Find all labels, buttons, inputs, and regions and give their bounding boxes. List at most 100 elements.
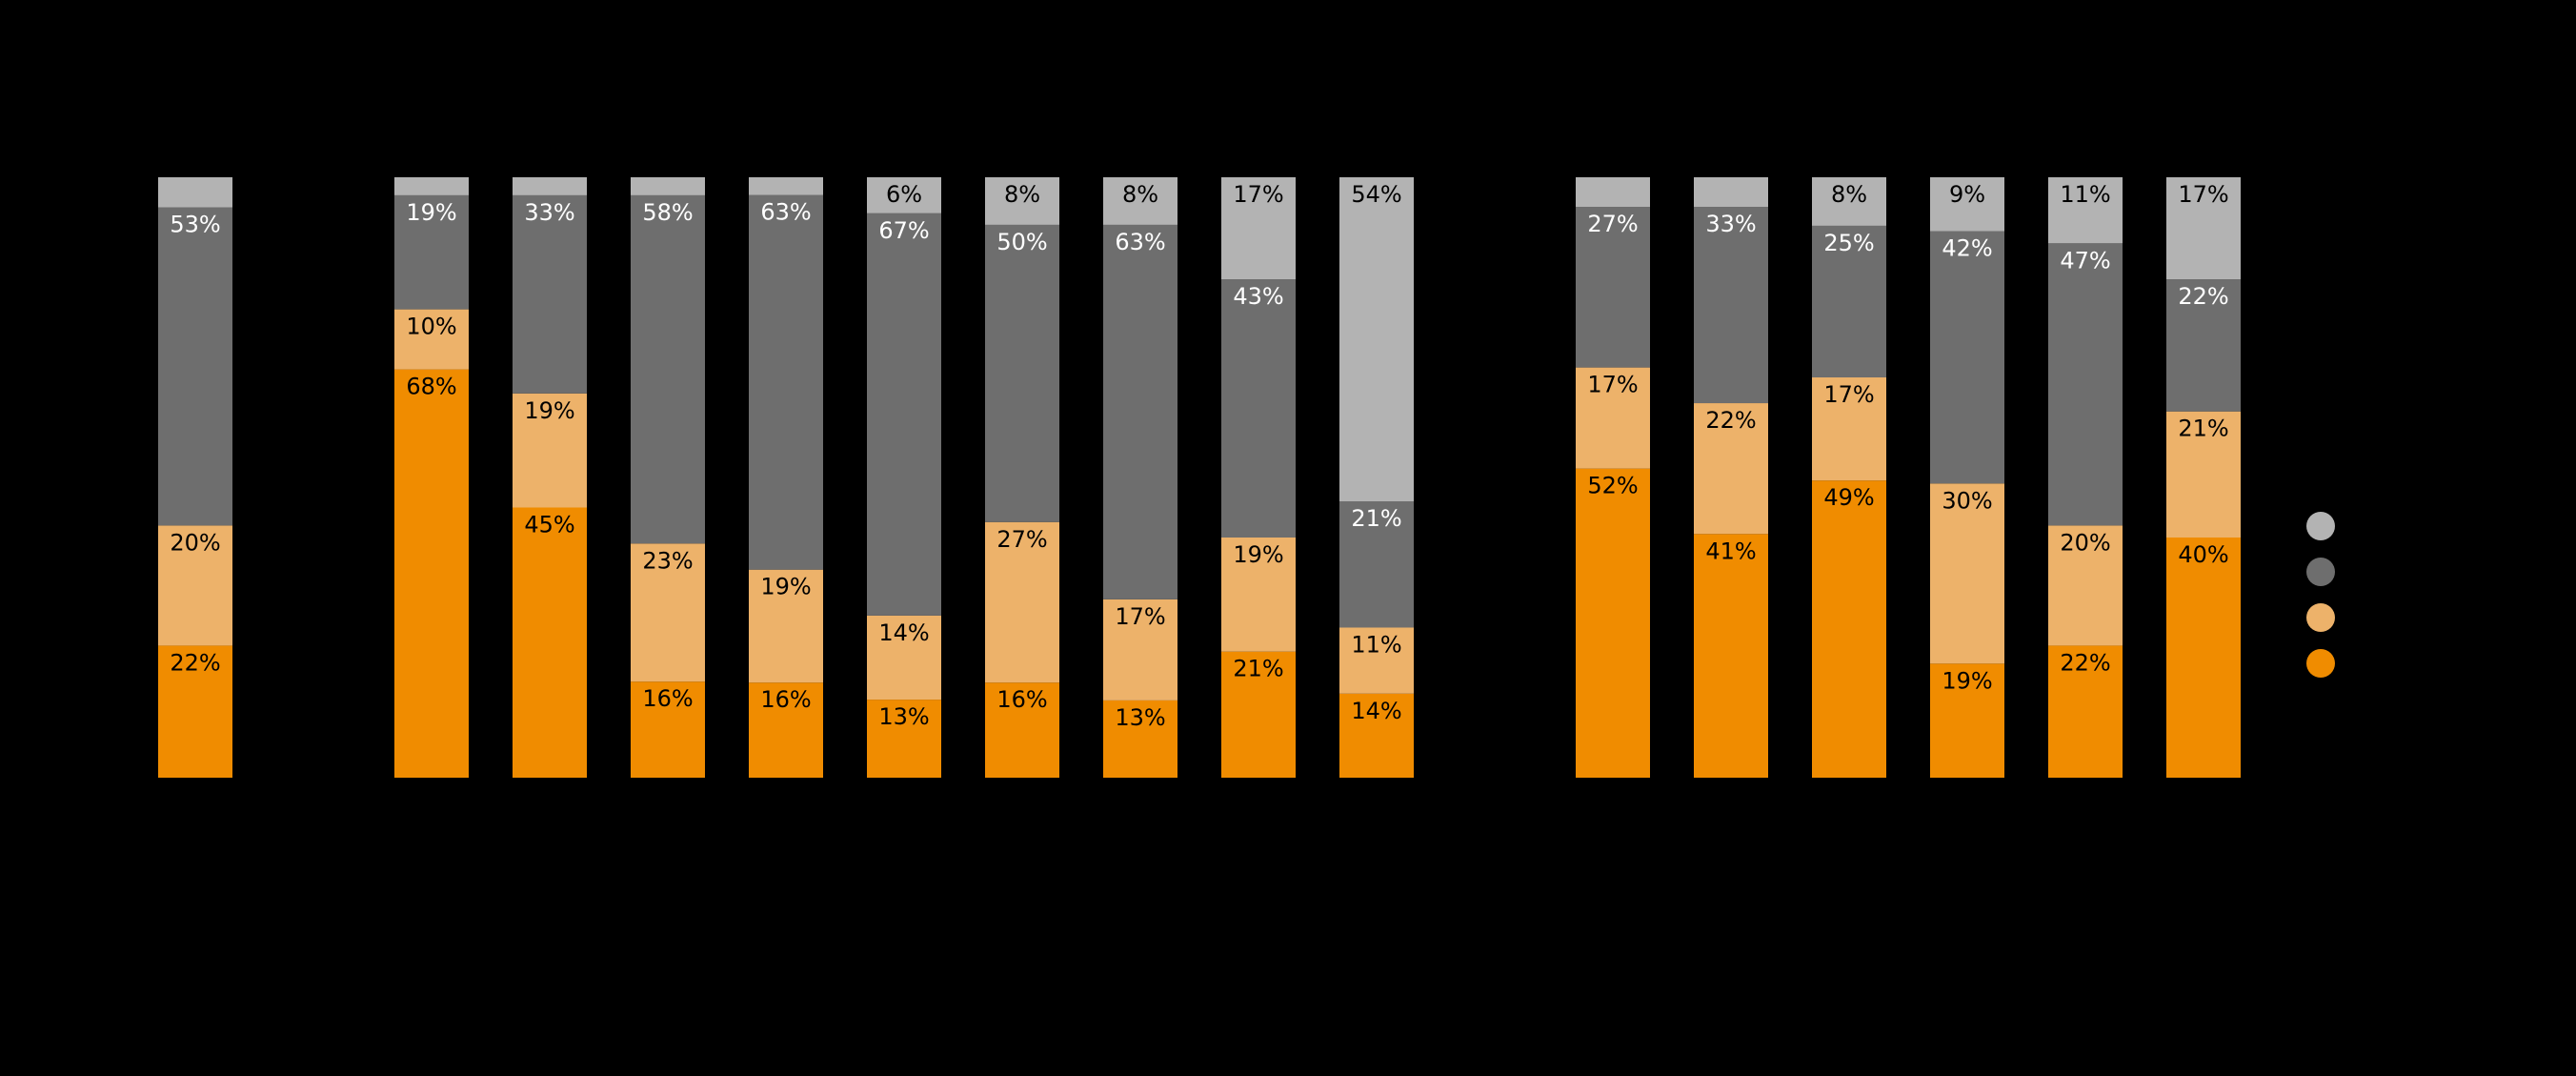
bar-11-series-a-label: 52% [1587, 473, 1638, 499]
bar-14-series-a-segment [1930, 663, 2004, 778]
bar-6-series-a-label: 13% [878, 703, 929, 730]
bar-15-series-d-label: 11% [2060, 181, 2110, 208]
bar-2-series-c-label: 19% [406, 199, 456, 226]
bar-1-series-a-segment [158, 645, 232, 778]
bar-4-series-c-label: 58% [642, 199, 693, 226]
bar-15-series-b-label: 20% [2060, 529, 2110, 556]
bar-3-series-b-label: 19% [524, 397, 574, 424]
bar-16-series-b-segment [2166, 411, 2241, 538]
bar-3-series-b-segment [513, 393, 587, 508]
bar-7-series-c-label: 50% [996, 229, 1047, 255]
legend-marker-series-c [2306, 558, 2335, 586]
bar-14-series-a-label: 19% [1942, 667, 1992, 694]
bar-9-series-a-label: 21% [1233, 656, 1283, 682]
bar-16-series-d-segment [2166, 177, 2241, 280]
bar-10-series-c-segment [1339, 501, 1414, 628]
bar-6-series-d-segment [867, 177, 941, 213]
bar-5-series-b-label: 19% [760, 574, 811, 600]
legend-marker-series-b [2306, 603, 2335, 632]
bar-16-series-b-label: 21% [2178, 416, 2228, 442]
bar-15-series-c-segment [2048, 243, 2123, 526]
bars-layer [158, 177, 2241, 778]
bar-2-series-b-label: 10% [406, 314, 456, 340]
bar-10-series-b-label: 11% [1351, 632, 1401, 659]
bar-8-series-a-label: 13% [1115, 704, 1165, 731]
legend [2306, 512, 2335, 678]
bar-7-series-d-segment [985, 177, 1059, 225]
bar-10-series-d-label: 54% [1351, 181, 1401, 208]
bar-4-series-b-label: 23% [642, 547, 693, 574]
bar-15-series-b-segment [2048, 525, 2123, 646]
bar-9-series-c-label: 43% [1233, 283, 1283, 310]
bar-9-series-d-segment [1221, 177, 1296, 280]
bar-11-series-a-segment [1576, 468, 1650, 778]
bar-2-series-a-label: 68% [406, 374, 456, 400]
bar-2-series-c-segment [394, 194, 469, 310]
bar-12-series-b-label: 22% [1705, 407, 1756, 434]
bar-11-series-c-label: 27% [1587, 211, 1638, 237]
bar-8-series-b-label: 17% [1115, 603, 1165, 630]
bar-7-series-a-segment [985, 682, 1059, 778]
bar-12-series-c-segment [1694, 207, 1768, 404]
bar-13-series-c-label: 25% [1823, 230, 1874, 256]
bar-15-series-a-segment [2048, 645, 2123, 778]
bar-1-series-b-segment [158, 525, 232, 646]
bar-12-series-c-label: 33% [1705, 211, 1756, 237]
bar-7-series-b-label: 27% [996, 526, 1047, 553]
bar-14-series-b-label: 30% [1942, 487, 1992, 514]
bar-15-series-a-label: 22% [2060, 649, 2110, 676]
bar-16-series-c-label: 22% [2178, 283, 2228, 310]
bar-9-series-a-segment [1221, 651, 1296, 778]
bar-10-series-b-segment [1339, 627, 1414, 694]
bar-1-series-c-label: 53% [170, 212, 220, 238]
bar-4-series-a-segment [631, 681, 705, 778]
bar-12-series-a-segment [1694, 534, 1768, 778]
bar-3-series-a-segment [513, 507, 587, 778]
bar-8-series-c-label: 63% [1115, 229, 1165, 255]
bar-1-series-b-label: 20% [170, 529, 220, 556]
bar-13-series-c-segment [1812, 225, 1886, 377]
bar-6-series-a-segment [867, 700, 941, 778]
bar-8-series-b-segment [1103, 599, 1177, 700]
bar-3-series-c-label: 33% [524, 199, 574, 226]
bar-3-series-d-segment [513, 177, 587, 195]
bar-16-series-a-segment [2166, 538, 2241, 778]
bar-13-series-a-label: 49% [1823, 484, 1874, 511]
bar-8-series-d-segment [1103, 177, 1177, 225]
bar-4-series-a-label: 16% [642, 685, 693, 712]
bar-7-series-c-segment [985, 224, 1059, 522]
bar-14-series-c-label: 42% [1942, 235, 1992, 262]
bar-1-series-a-label: 22% [170, 649, 220, 676]
bar-15-series-d-segment [2048, 177, 2123, 244]
bar-7-series-a-label: 16% [996, 686, 1047, 713]
bar-11-series-b-segment [1576, 367, 1650, 469]
legend-marker-series-d [2306, 512, 2335, 540]
bar-10-series-a-label: 14% [1351, 698, 1401, 724]
bar-14-series-b-segment [1930, 483, 2004, 664]
bar-10-series-a-segment [1339, 693, 1414, 778]
bar-7-series-b-segment [985, 521, 1059, 683]
bar-15-series-c-label: 47% [2060, 247, 2110, 274]
bar-5-series-c-label: 63% [760, 199, 811, 226]
bar-2-series-b-segment [394, 309, 469, 370]
bar-6-series-b-label: 14% [878, 619, 929, 646]
bar-7-series-d-label: 8% [1004, 181, 1040, 208]
bar-4-series-b-segment [631, 543, 705, 682]
bar-10-series-d-segment [1339, 177, 1414, 502]
bar-14-series-d-label: 9% [1949, 181, 1985, 208]
bar-3-series-a-label: 45% [524, 512, 574, 538]
bar-6-series-d-label: 6% [886, 181, 922, 208]
bar-5-series-b-segment [749, 569, 823, 683]
bar-9-series-d-label: 17% [1233, 181, 1283, 208]
bar-13-series-d-segment [1812, 177, 1886, 226]
bar-13-series-b-segment [1812, 377, 1886, 481]
bar-4-series-c-segment [631, 194, 705, 544]
bar-16-series-c-segment [2166, 279, 2241, 412]
bar-8-series-d-label: 8% [1122, 181, 1158, 208]
bar-12-series-a-label: 41% [1705, 538, 1756, 564]
bar-13-series-a-segment [1812, 480, 1886, 778]
bar-5-series-a-label: 16% [760, 686, 811, 713]
bar-16-series-a-label: 40% [2178, 541, 2228, 568]
bar-14-series-d-segment [1930, 177, 2004, 232]
